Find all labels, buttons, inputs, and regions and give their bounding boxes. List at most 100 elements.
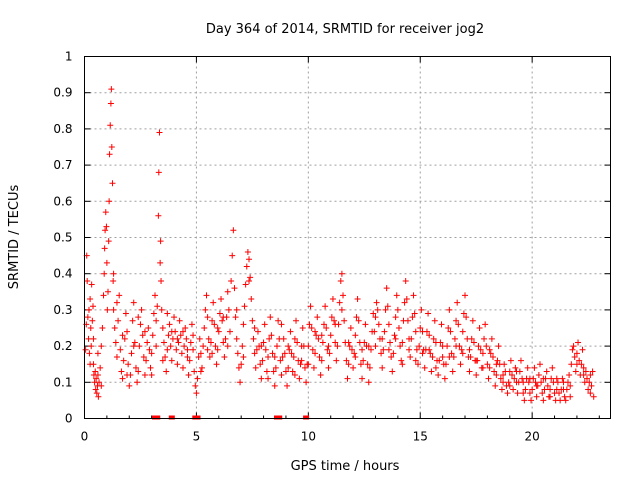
data-point	[454, 299, 461, 306]
data-point	[162, 353, 169, 360]
data-point	[149, 332, 156, 339]
data-point	[296, 375, 303, 382]
data-point	[431, 317, 438, 324]
data-point	[481, 335, 488, 342]
x-tick-label: 20	[525, 430, 540, 444]
data-point	[249, 317, 256, 324]
data-point	[448, 350, 455, 357]
data-point	[184, 353, 191, 360]
data-point	[98, 343, 105, 350]
data-point	[576, 357, 583, 364]
data-point	[147, 364, 154, 371]
zero-value-marker	[303, 415, 310, 420]
y-tick-label: 0.9	[53, 86, 72, 100]
data-point	[174, 335, 181, 342]
data-point	[536, 361, 543, 368]
data-point	[477, 346, 484, 353]
data-point	[468, 335, 475, 342]
data-point	[520, 379, 527, 386]
data-point	[110, 277, 117, 284]
data-point	[364, 361, 371, 368]
data-point	[360, 357, 367, 364]
data-point	[103, 223, 110, 230]
data-point	[385, 321, 392, 328]
data-point	[412, 357, 419, 364]
x-tick-label: 10	[301, 430, 316, 444]
data-point	[229, 252, 236, 259]
data-point	[308, 325, 315, 331]
data-point	[586, 379, 593, 386]
data-point	[202, 306, 209, 313]
y-tick-label: 0.5	[53, 231, 72, 245]
data-point	[365, 343, 372, 350]
data-point	[140, 353, 147, 360]
data-point	[168, 328, 175, 335]
data-point	[557, 397, 564, 404]
data-point	[580, 364, 587, 371]
data-point	[224, 343, 231, 350]
data-point	[119, 375, 126, 382]
y-tick-label: 0	[65, 412, 73, 426]
data-point	[291, 335, 298, 342]
data-point	[94, 372, 101, 379]
data-point	[260, 339, 267, 346]
data-point	[500, 372, 507, 379]
data-point	[288, 350, 295, 357]
data-point	[318, 357, 325, 364]
data-point	[585, 386, 592, 393]
data-point	[121, 335, 128, 342]
data-point	[345, 361, 352, 368]
data-point	[441, 375, 448, 382]
data-point	[183, 335, 190, 342]
data-point	[513, 368, 520, 375]
data-point	[164, 346, 171, 353]
data-point	[243, 263, 250, 270]
data-point	[338, 270, 345, 277]
data-point	[318, 332, 325, 339]
data-point	[509, 372, 516, 379]
data-point	[153, 343, 160, 350]
data-point	[466, 346, 473, 353]
data-point	[313, 332, 320, 339]
data-point	[150, 310, 157, 317]
data-point	[247, 274, 254, 281]
data-point	[155, 169, 162, 176]
data-point	[332, 321, 339, 328]
data-point	[197, 368, 204, 375]
data-point	[314, 314, 321, 321]
data-point	[290, 353, 297, 360]
data-point	[588, 382, 595, 389]
y-tick-label: 0.2	[53, 339, 72, 353]
data-point	[427, 350, 434, 357]
data-point	[108, 86, 115, 93]
data-point	[106, 198, 113, 205]
data-point	[221, 353, 228, 360]
data-point	[485, 375, 492, 382]
data-point	[97, 364, 104, 371]
data-point	[216, 310, 223, 317]
data-point	[165, 332, 172, 339]
data-point	[145, 325, 152, 331]
data-point	[138, 306, 145, 313]
data-point	[231, 285, 238, 292]
data-point	[285, 364, 292, 371]
data-point	[540, 397, 547, 404]
data-point	[109, 180, 116, 187]
data-point	[272, 364, 279, 371]
data-point	[387, 339, 394, 346]
data-point	[451, 335, 458, 342]
data-point	[130, 299, 137, 306]
data-point	[517, 357, 524, 364]
data-point	[261, 321, 268, 328]
data-point	[282, 368, 289, 375]
data-point	[157, 238, 164, 245]
zero-value-marker	[154, 415, 161, 420]
data-point	[185, 372, 192, 379]
data-point	[547, 393, 554, 400]
data-point	[99, 325, 106, 331]
data-point	[494, 357, 501, 364]
data-point	[449, 368, 456, 375]
data-point	[525, 379, 532, 386]
data-point	[294, 339, 301, 346]
data-point	[489, 353, 496, 360]
